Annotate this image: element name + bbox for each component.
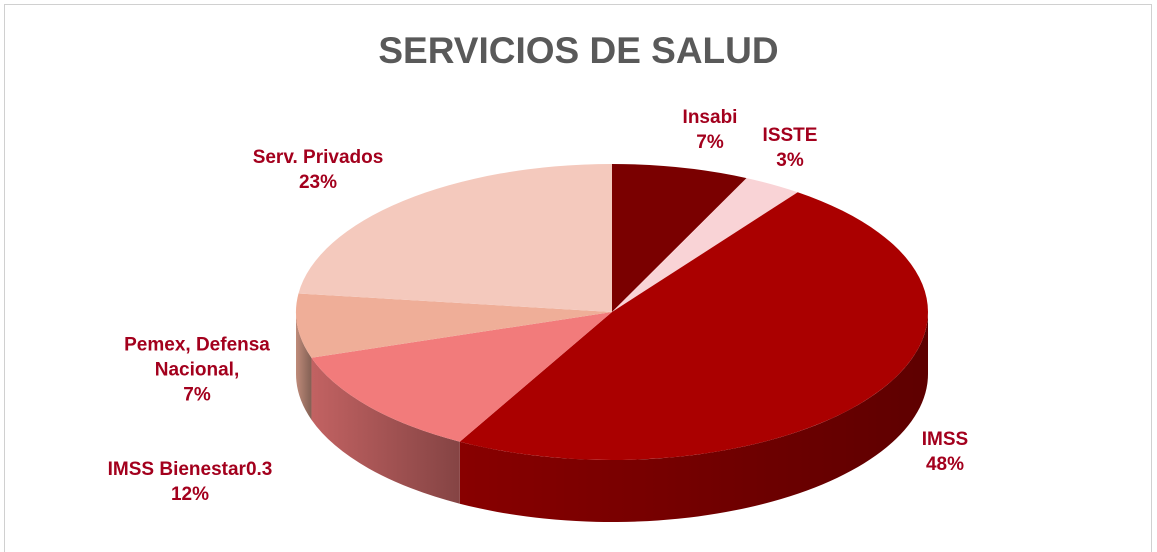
category-label: Insabi: [682, 107, 738, 128]
slice: [298, 164, 612, 312]
value-label: 48%: [925, 454, 965, 475]
category-label: Pemex, Defensa Nacional,: [124, 334, 270, 381]
slice: [459, 192, 928, 460]
category-label: ISSTE: [762, 125, 818, 146]
value-label: 7%: [696, 132, 724, 153]
data-label: ISSTE 3%: [763, 123, 818, 173]
data-label: Serv. Privados 23%: [253, 145, 384, 195]
category-label: IMSS Bienestar0.3: [107, 459, 273, 480]
slice: [296, 293, 612, 358]
slice-side: [311, 357, 460, 504]
chart-title: SERVICIOS DE SALUD: [378, 30, 779, 71]
data-label: IMSS 48%: [922, 427, 968, 477]
value-label: 3%: [776, 150, 804, 171]
slice: [311, 312, 612, 442]
data-label: Insabi 7%: [683, 105, 738, 155]
slice: [612, 164, 747, 312]
slice: [612, 178, 798, 312]
slice-side: [459, 312, 928, 523]
value-label: 7%: [183, 384, 211, 406]
data-label: IMSS Bienestar0.3 12%: [108, 457, 273, 507]
category-label: IMSS: [921, 429, 969, 450]
category-label: Serv. Privados: [252, 147, 384, 168]
data-label: Pemex, Defensa Nacional, 7%: [97, 333, 297, 408]
value-label: 12%: [170, 484, 210, 505]
slice-side: [296, 312, 312, 420]
chart-frame: [4, 4, 1152, 552]
value-label: 23%: [298, 172, 338, 193]
